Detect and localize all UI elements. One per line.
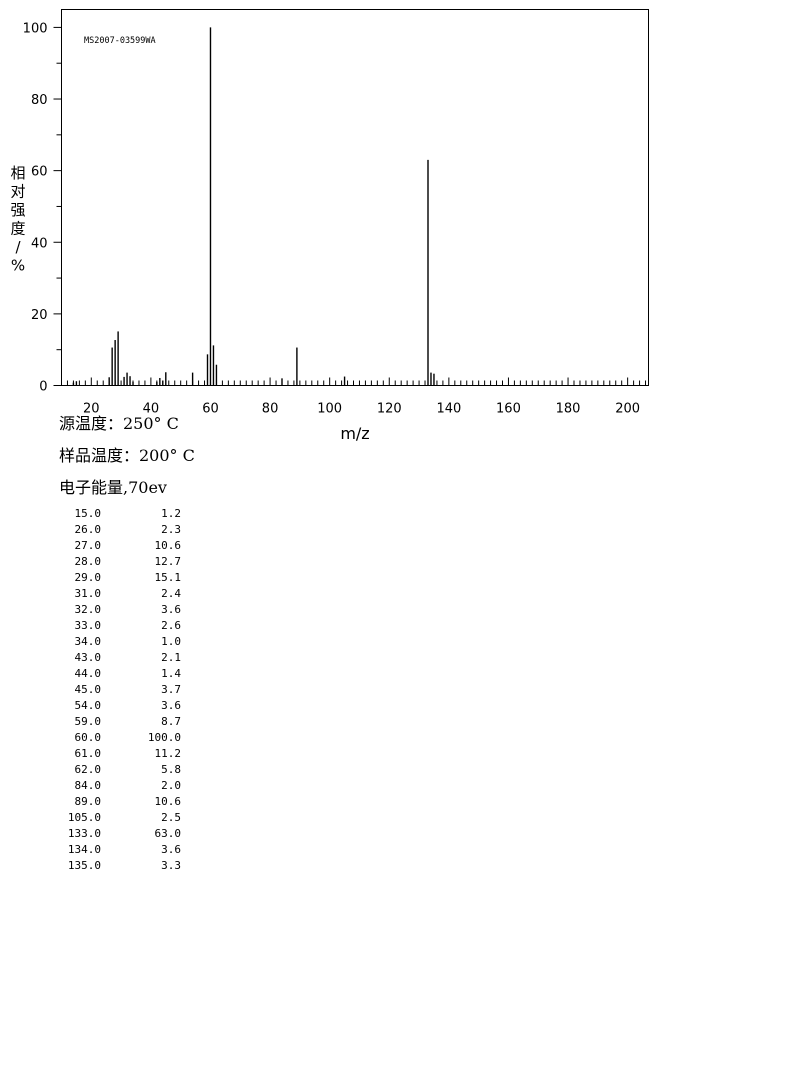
peak-intensity: 10.6 xyxy=(154,795,182,808)
peak-mz: 133.0 xyxy=(67,827,101,840)
peak-row: 29.0 15.1 xyxy=(58,570,182,586)
y-tick-label: 60 xyxy=(31,165,48,180)
peak-mz: 31.0 xyxy=(74,587,102,600)
peak-mz: 135.0 xyxy=(67,859,101,872)
peak-mz: 27.0 xyxy=(74,539,102,552)
x-tick-label: 160 xyxy=(496,402,521,417)
peak-row: 105.0 2.5 xyxy=(58,810,181,826)
peak-mz: 34.0 xyxy=(74,635,102,648)
peak-intensity: 3.6 xyxy=(161,603,181,616)
x-tick-label: 140 xyxy=(436,402,461,417)
y-axis-title: 相对强度/% xyxy=(10,164,25,275)
peak-mz: 60.0 xyxy=(74,731,102,744)
peak-intensity: 100.0 xyxy=(147,731,181,744)
peak-intensity: 10.6 xyxy=(154,539,182,552)
peak-mz: 59.0 xyxy=(74,715,102,728)
peak-mz: 28.0 xyxy=(74,555,102,568)
peak-mz: 54.0 xyxy=(74,699,102,712)
spectrum-peaks xyxy=(72,27,435,386)
peak-row: 34.0 1.0 xyxy=(58,634,182,650)
peak-intensity: 8.7 xyxy=(161,715,181,728)
peak-intensity: 1.4 xyxy=(161,667,181,680)
peak-mz: 62.0 xyxy=(74,763,102,776)
peak-mz: 26.0 xyxy=(74,523,102,536)
peak-intensity: 11.2 xyxy=(154,747,182,760)
peak-mz: 33.0 xyxy=(74,619,102,632)
y-axis: 0 20 40 60 80 100 xyxy=(23,21,62,395)
peak-mz: 43.0 xyxy=(74,651,102,664)
peak-row: 43.0 2.1 xyxy=(58,650,182,666)
peak-row: 89.0 10.6 xyxy=(58,794,182,810)
y-tick-label: 40 xyxy=(31,236,48,251)
x-tick-label: 100 xyxy=(317,402,342,417)
peak-row: 31.0 2.4 xyxy=(58,586,182,602)
y-tick-label: 80 xyxy=(31,93,48,108)
peak-row: 61.0 11.2 xyxy=(58,746,182,762)
spectrum-id-label: MS2007-03599WA xyxy=(84,36,156,46)
sample-temperature-text: 样品温度：200° C xyxy=(59,446,195,465)
peak-intensity: 63.0 xyxy=(154,827,182,840)
peak-row: 133.0 63.0 xyxy=(58,826,181,842)
peak-table: 15.0 1.2 26.0 2.3 27.0 10.6 28.0 12.7 29.0 15.1 31… xyxy=(58,506,181,874)
y-tick-label: 20 xyxy=(31,308,48,323)
x-tick-label: 40 xyxy=(143,402,160,417)
peak-intensity: 3.7 xyxy=(161,683,181,696)
x-tick-label: 120 xyxy=(377,402,402,417)
peak-intensity: 2.1 xyxy=(161,651,181,664)
peak-mz: 61.0 xyxy=(74,747,102,760)
x-axis: 20 40 60 80 100 120 140 160 180 200 xyxy=(66,377,647,417)
peak-intensity: 3.6 xyxy=(161,699,181,712)
peak-intensity: 2.0 xyxy=(161,779,181,792)
x-tick-label: 80 xyxy=(262,402,279,417)
peak-row: 134.0 3.6 xyxy=(58,842,181,858)
peak-intensity: 1.2 xyxy=(161,507,181,520)
peak-intensity: 2.4 xyxy=(161,587,181,600)
mass-spectrum-chart: MS2007-03599WA 0 20 40 60 80 100 20 40 60 80 100 1… xyxy=(10,9,649,443)
peak-row: 60.0 100.0 xyxy=(58,730,182,746)
peak-mz: 44.0 xyxy=(74,667,102,680)
peak-mz: 134.0 xyxy=(67,843,101,856)
peak-intensity: 5.8 xyxy=(161,763,181,776)
electron-energy-text: 电子能量,70ev xyxy=(59,478,167,497)
peak-row: 45.0 3.7 xyxy=(58,682,182,698)
plot-frame xyxy=(61,9,649,386)
x-tick-label: 20 xyxy=(83,402,100,417)
x-tick-label: 200 xyxy=(615,402,640,417)
peak-intensity: 12.7 xyxy=(154,555,182,568)
peak-row: 59.0 8.7 xyxy=(58,714,182,730)
peak-intensity: 3.6 xyxy=(161,843,181,856)
peak-mz: 15.0 xyxy=(74,507,102,520)
peak-row: 135.0 3.3 xyxy=(58,858,181,874)
peak-intensity: 1.0 xyxy=(161,635,181,648)
peak-mz: 84.0 xyxy=(74,779,102,792)
peak-row: 15.0 1.2 xyxy=(58,506,182,522)
peak-intensity: 2.6 xyxy=(161,619,181,632)
peak-intensity: 3.3 xyxy=(161,859,181,872)
peak-row: 84.0 2.0 xyxy=(58,778,182,794)
peak-row: 27.0 10.6 xyxy=(58,538,182,554)
peak-mz: 32.0 xyxy=(74,603,102,616)
peak-mz: 29.0 xyxy=(74,571,102,584)
peak-mz: 105.0 xyxy=(67,811,101,824)
x-tick-label: 60 xyxy=(202,402,219,417)
peak-row: 44.0 1.4 xyxy=(58,666,182,682)
x-tick-label: 180 xyxy=(556,402,581,417)
peak-mz: 45.0 xyxy=(74,683,102,696)
peak-mz: 89.0 xyxy=(74,795,102,808)
peak-intensity: 2.3 xyxy=(161,523,181,536)
peak-row: 32.0 3.6 xyxy=(58,602,182,618)
peak-row: 28.0 12.7 xyxy=(58,554,182,570)
peak-row: 33.0 2.6 xyxy=(58,618,182,634)
source-temperature-text: 源温度：250° C xyxy=(59,414,179,433)
x-axis-title: m/z xyxy=(340,424,369,443)
peak-row: 54.0 3.6 xyxy=(58,698,182,714)
peak-intensity: 2.5 xyxy=(161,811,181,824)
peak-intensity: 15.1 xyxy=(154,571,182,584)
y-tick-label: 100 xyxy=(23,21,48,36)
y-tick-label: 0 xyxy=(39,380,47,395)
peak-row: 26.0 2.3 xyxy=(58,522,182,538)
peak-row: 62.0 5.8 xyxy=(58,762,182,778)
